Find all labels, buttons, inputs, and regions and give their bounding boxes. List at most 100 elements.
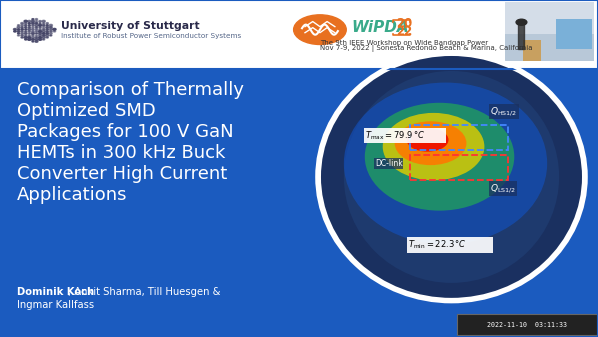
Circle shape <box>35 24 38 26</box>
Ellipse shape <box>365 103 514 211</box>
Circle shape <box>28 28 31 30</box>
Circle shape <box>21 31 23 32</box>
Circle shape <box>21 37 23 38</box>
Circle shape <box>17 25 20 26</box>
Circle shape <box>35 23 38 24</box>
Circle shape <box>53 28 56 30</box>
Text: Institute of Robust Power Semiconductor Systems: Institute of Robust Power Semiconductor … <box>61 33 241 39</box>
Circle shape <box>42 25 45 26</box>
Circle shape <box>42 23 45 24</box>
Circle shape <box>28 38 31 40</box>
Ellipse shape <box>344 71 559 283</box>
Circle shape <box>32 29 34 30</box>
Circle shape <box>46 33 48 34</box>
Circle shape <box>39 37 41 38</box>
Circle shape <box>32 35 34 36</box>
Circle shape <box>28 25 30 26</box>
Circle shape <box>35 21 38 22</box>
Circle shape <box>25 25 27 26</box>
Text: Dominik Koch: Dominik Koch <box>17 286 94 297</box>
Text: The 9th IEEE Workshop on Wide Bandgap Power: The 9th IEEE Workshop on Wide Bandgap Po… <box>320 40 488 46</box>
Circle shape <box>25 33 27 34</box>
Circle shape <box>14 31 16 32</box>
Circle shape <box>42 27 45 28</box>
Circle shape <box>53 31 56 32</box>
Circle shape <box>28 33 30 34</box>
Text: DC-link: DC-link <box>375 159 402 168</box>
Circle shape <box>25 35 27 36</box>
Circle shape <box>50 29 52 30</box>
Circle shape <box>25 39 27 40</box>
Circle shape <box>21 27 23 28</box>
Circle shape <box>42 30 45 32</box>
Circle shape <box>24 36 28 38</box>
Circle shape <box>17 31 20 32</box>
Circle shape <box>49 24 53 26</box>
Circle shape <box>39 23 41 24</box>
Text: University of Stuttgart: University of Stuttgart <box>61 21 200 31</box>
Circle shape <box>39 29 41 30</box>
Circle shape <box>28 27 30 28</box>
Circle shape <box>32 39 34 40</box>
Circle shape <box>24 20 28 22</box>
Circle shape <box>25 23 27 24</box>
FancyBboxPatch shape <box>407 237 493 253</box>
Circle shape <box>21 23 23 24</box>
Text: 20: 20 <box>396 17 412 30</box>
Circle shape <box>32 27 34 28</box>
Circle shape <box>25 31 27 32</box>
Circle shape <box>38 38 42 40</box>
FancyBboxPatch shape <box>457 314 597 335</box>
Circle shape <box>38 24 42 26</box>
Circle shape <box>46 31 48 32</box>
Ellipse shape <box>344 83 547 244</box>
Circle shape <box>46 27 48 28</box>
Text: 22: 22 <box>396 25 412 38</box>
Circle shape <box>28 35 30 36</box>
FancyBboxPatch shape <box>556 19 592 49</box>
Circle shape <box>42 20 45 22</box>
Circle shape <box>35 33 38 34</box>
Circle shape <box>45 34 49 36</box>
Circle shape <box>28 23 30 24</box>
Ellipse shape <box>395 121 466 165</box>
Circle shape <box>31 36 35 38</box>
Text: $Q_{\mathregular{LS1/2}}$: $Q_{\mathregular{LS1/2}}$ <box>490 182 516 195</box>
Circle shape <box>28 37 30 38</box>
Circle shape <box>14 29 16 30</box>
Circle shape <box>32 25 34 26</box>
Bar <box>410 125 508 150</box>
Text: 2022-11-10  03:11:33: 2022-11-10 03:11:33 <box>487 322 568 328</box>
Circle shape <box>50 35 52 36</box>
Circle shape <box>42 29 45 30</box>
Circle shape <box>32 23 34 24</box>
Ellipse shape <box>407 128 448 152</box>
Circle shape <box>17 35 20 36</box>
FancyBboxPatch shape <box>0 0 598 69</box>
Circle shape <box>31 32 35 34</box>
Circle shape <box>50 27 52 28</box>
FancyBboxPatch shape <box>0 69 598 337</box>
Circle shape <box>25 27 27 28</box>
FancyBboxPatch shape <box>364 128 446 143</box>
Circle shape <box>38 32 42 34</box>
Circle shape <box>39 21 41 22</box>
Circle shape <box>21 29 23 30</box>
Circle shape <box>516 19 527 25</box>
Circle shape <box>21 35 23 36</box>
Text: , Ankit Sharma, Till Huesgen &: , Ankit Sharma, Till Huesgen & <box>68 286 221 297</box>
Text: $T_{\mathregular{min}}=22.3\,°C$: $T_{\mathregular{min}}=22.3\,°C$ <box>408 239 467 251</box>
FancyBboxPatch shape <box>523 40 541 61</box>
Text: WiPDA: WiPDA <box>352 20 409 35</box>
Circle shape <box>42 33 45 34</box>
Text: Ingmar Kallfass: Ingmar Kallfass <box>17 300 94 310</box>
Ellipse shape <box>317 52 586 302</box>
Circle shape <box>17 33 20 34</box>
Bar <box>410 155 508 180</box>
FancyBboxPatch shape <box>505 2 594 34</box>
Circle shape <box>32 31 34 32</box>
Circle shape <box>32 19 34 20</box>
Text: Comparison of Thermally
Optimized SMD
Packages for 100 V GaN
HEMTs in 300 kHz Bu: Comparison of Thermally Optimized SMD Pa… <box>17 81 244 204</box>
Circle shape <box>42 36 45 38</box>
Circle shape <box>35 27 38 28</box>
